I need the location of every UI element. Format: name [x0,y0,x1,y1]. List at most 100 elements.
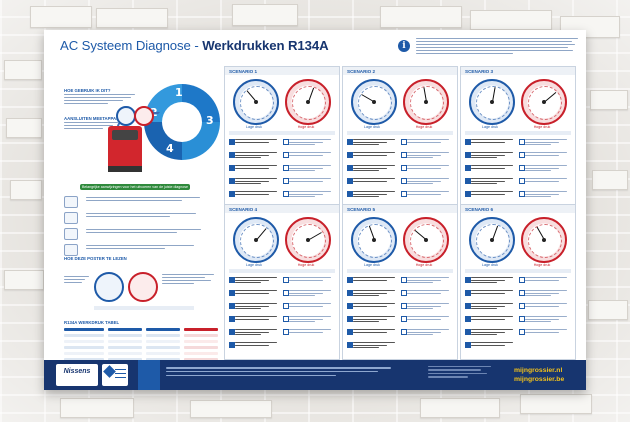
checklist-item [347,139,399,149]
info-row [64,196,214,210]
footer-link-be[interactable]: mijngrossier.be [514,376,565,383]
checklist-item [465,342,517,352]
high-pressure-gauge: Hoge druk [403,79,449,129]
high-gauge-label: Hoge druk [415,125,433,129]
checkbox-icon [229,290,235,296]
scenario-panel-2: SCENARIO 2 Lage druk Hoge druk [342,66,458,222]
low-pressure-gauge: Lage druk [351,79,397,129]
checkbox-icon [401,178,407,184]
scenario-checklist [229,277,335,355]
checklist-item [347,178,399,188]
high-pressure-gauge: Hoge druk [403,217,449,267]
low-gauge-dial-icon [233,217,279,263]
checklist-item [465,152,517,162]
left-column: HOE GEBRUIK IK DIT? AANSLUITEN MEETAPPAR… [56,66,222,362]
checkbox-icon [229,191,235,197]
checklist-item [401,303,453,313]
footer-link-nl[interactable]: mijngrossier.nl [514,367,563,374]
checkbox-icon [401,152,407,158]
checkbox-icon [465,290,471,296]
checkbox-icon [401,303,407,309]
checkbox-icon [347,152,353,158]
scenario-checklist [347,139,453,217]
low-pressure-gauge: Lage druk [351,217,397,267]
checkbox-icon [229,152,235,158]
wall-brick [6,118,42,138]
scenario-checklist [347,277,453,355]
info-row [64,228,214,242]
checkbox-icon [401,191,407,197]
checklist-item [401,316,453,326]
high-gauge-label: Hoge druk [533,263,551,267]
temperature-icon [64,196,78,208]
tip-bar-text: Belangrijke aanwijzingen voor het uitvoe… [81,185,189,189]
checkbox-icon [283,152,289,158]
checklist-item [283,329,335,339]
checkbox-icon [519,178,525,184]
checkbox-icon [229,329,235,335]
scenario-checklist [229,139,335,217]
tip-bar [80,184,190,190]
scenario-diagnosis-band [229,131,335,135]
checkbox-icon [229,139,235,145]
footer-contact-text [428,366,494,380]
checkbox-icon [519,277,525,283]
checkbox-icon [347,316,353,322]
checklist-item [519,165,571,175]
checklist-item [465,191,517,201]
low-pressure-gauge: Lage druk [469,79,515,129]
scenario-diagnosis-band [347,269,453,273]
checklist-item [401,329,453,339]
checkbox-icon [519,165,525,171]
checkbox-icon [401,316,407,322]
checklist-item [229,316,281,326]
checklist-item [283,277,335,287]
checkbox-icon [519,191,525,197]
checkbox-icon [465,277,471,283]
checkbox-icon [401,139,407,145]
low-gauge-dial-icon [351,79,397,125]
wall-brick [232,4,298,26]
checkbox-icon [283,303,289,309]
checkbox-icon [465,178,471,184]
checklist-item [401,165,453,175]
checklist-item [401,152,453,162]
checklist-item [519,152,571,162]
scenario-panel-3: SCENARIO 3 Lage druk Hoge druk [460,66,576,222]
checklist-item [347,303,399,313]
checkbox-icon [465,316,471,322]
wall-brick [520,394,592,414]
checkbox-icon [347,165,353,171]
checklist-item [229,152,281,162]
wall-brick [380,6,462,28]
low-gauge-label: Lage druk [246,263,262,267]
checkbox-icon [229,178,235,184]
scenario-diagnosis-band [347,131,453,135]
scenario-header: SCENARIO 1 [225,67,339,75]
checkbox-icon [347,191,353,197]
high-gauge-dial-icon [521,217,567,263]
poster-footer: Nissens mijngrossier.nl mijngrossier.be [44,360,586,390]
wall-brick [60,398,134,418]
checklist-item [229,303,281,313]
low-pressure-gauge: Lage druk [469,217,515,267]
checklist-item [465,139,517,149]
high-pressure-gauge: Hoge druk [521,79,567,129]
checkbox-icon [229,165,235,171]
checklist-item [283,152,335,162]
checklist-item [229,139,281,149]
high-gauge-label: Hoge druk [297,263,315,267]
scenario-title: SCENARIO 2 [347,68,376,74]
checkbox-icon [283,290,289,296]
checklist-item [465,277,517,287]
checklist-item [283,178,335,188]
checkbox-icon [401,329,407,335]
info-row [64,244,214,258]
wall-brick [4,270,44,290]
scenario-header: SCENARIO 2 [343,67,457,75]
checkbox-icon [519,329,525,335]
checklist-item [401,191,453,201]
checkbox-icon [283,178,289,184]
checklist-item [519,316,571,326]
checklist-item [283,303,335,313]
